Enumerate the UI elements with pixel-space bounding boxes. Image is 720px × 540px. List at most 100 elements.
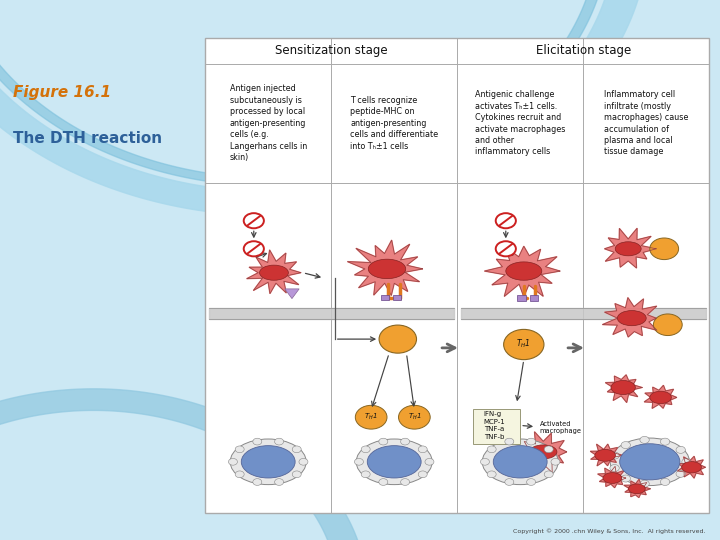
Polygon shape: [348, 240, 423, 295]
Bar: [529, 295, 538, 301]
Ellipse shape: [611, 381, 635, 395]
Circle shape: [621, 442, 631, 449]
Circle shape: [253, 478, 262, 485]
Circle shape: [425, 458, 434, 465]
Circle shape: [640, 480, 649, 487]
Circle shape: [379, 325, 416, 353]
Ellipse shape: [530, 445, 557, 459]
Ellipse shape: [682, 462, 701, 473]
Circle shape: [253, 438, 262, 445]
Text: Antigenic challenge
activates Tₕ±1 cells.
Cytokines recruit and
activate macroph: Antigenic challenge activates Tₕ±1 cells…: [475, 90, 565, 157]
Circle shape: [361, 446, 370, 453]
Ellipse shape: [367, 446, 421, 478]
Circle shape: [379, 478, 388, 485]
Polygon shape: [624, 480, 650, 497]
Text: T cells recognize
peptide-MHC on
antigen-presenting
cells and differentiate
into: T cells recognize peptide-MHC on antigen…: [350, 96, 438, 151]
Text: Inflammatory cell
infiltrate (mostly
macrophages) cause
accumulation of
plasma a: Inflammatory cell infiltrate (mostly mac…: [604, 90, 688, 157]
Circle shape: [487, 446, 496, 453]
Text: IFN-g
MCP-1
TNF-a
TNF-b: IFN-g MCP-1 TNF-a TNF-b: [484, 411, 505, 440]
Circle shape: [495, 241, 516, 256]
Polygon shape: [598, 467, 626, 488]
Circle shape: [361, 471, 370, 478]
Circle shape: [418, 471, 427, 478]
Circle shape: [526, 438, 536, 445]
Text: Elicitation stage: Elicitation stage: [536, 44, 631, 57]
Circle shape: [654, 314, 682, 335]
Ellipse shape: [610, 438, 690, 485]
Circle shape: [660, 438, 670, 445]
Circle shape: [660, 478, 670, 485]
Polygon shape: [520, 432, 567, 472]
Text: $T_H$1: $T_H$1: [408, 411, 421, 422]
Text: Antigen injected
subcutaneously is
processed by local
antigen-presenting
cells (: Antigen injected subcutaneously is proce…: [230, 84, 307, 162]
Polygon shape: [606, 375, 642, 402]
Bar: [474, 409, 520, 444]
Circle shape: [400, 478, 410, 485]
Text: Copyright © 2000 .chn Wiley & Sons, Inc.  Al rights reserved.: Copyright © 2000 .chn Wiley & Sons, Inc.…: [513, 528, 706, 534]
Circle shape: [503, 329, 544, 360]
Circle shape: [551, 458, 560, 465]
Circle shape: [292, 446, 301, 453]
Circle shape: [274, 438, 284, 445]
Ellipse shape: [620, 444, 680, 480]
Polygon shape: [485, 246, 560, 297]
Circle shape: [243, 213, 264, 228]
Bar: [380, 295, 389, 300]
Polygon shape: [0, 0, 648, 216]
Circle shape: [610, 452, 619, 459]
Circle shape: [676, 447, 685, 454]
Polygon shape: [644, 386, 677, 408]
Circle shape: [243, 241, 264, 256]
Polygon shape: [0, 389, 367, 540]
Ellipse shape: [368, 259, 406, 279]
Ellipse shape: [493, 446, 547, 478]
Circle shape: [526, 478, 536, 485]
Circle shape: [356, 406, 387, 429]
Ellipse shape: [241, 446, 295, 478]
Circle shape: [400, 438, 410, 445]
Circle shape: [640, 436, 649, 443]
Ellipse shape: [650, 391, 671, 403]
Polygon shape: [590, 444, 623, 466]
Text: The DTH reaction: The DTH reaction: [13, 131, 162, 146]
Circle shape: [544, 446, 553, 453]
Ellipse shape: [260, 265, 288, 280]
Bar: [517, 295, 526, 301]
Ellipse shape: [482, 439, 558, 484]
Ellipse shape: [603, 472, 621, 483]
Bar: [393, 295, 402, 300]
Circle shape: [480, 458, 490, 465]
Ellipse shape: [629, 484, 645, 494]
Circle shape: [544, 471, 553, 478]
Circle shape: [649, 238, 678, 260]
Ellipse shape: [505, 262, 541, 280]
Text: $T_H$1: $T_H$1: [364, 411, 378, 422]
Text: $T_H$1: $T_H$1: [516, 337, 531, 350]
Circle shape: [505, 478, 514, 485]
Polygon shape: [247, 250, 301, 294]
Circle shape: [228, 458, 238, 465]
Text: Activated
macrophage: Activated macrophage: [540, 421, 582, 434]
Circle shape: [505, 438, 514, 445]
Circle shape: [621, 475, 631, 482]
Ellipse shape: [595, 449, 616, 461]
Text: Figure 16.1: Figure 16.1: [13, 85, 111, 100]
Polygon shape: [605, 228, 656, 268]
Circle shape: [299, 458, 308, 465]
Circle shape: [487, 471, 496, 478]
Polygon shape: [285, 289, 300, 299]
Polygon shape: [678, 456, 706, 478]
Circle shape: [610, 464, 619, 471]
Ellipse shape: [617, 310, 646, 326]
Circle shape: [676, 470, 685, 477]
Circle shape: [274, 478, 284, 485]
Ellipse shape: [230, 439, 306, 484]
Circle shape: [682, 458, 691, 465]
Polygon shape: [603, 298, 657, 337]
Text: Sensitization stage: Sensitization stage: [275, 44, 387, 57]
Circle shape: [495, 213, 516, 228]
Ellipse shape: [615, 242, 641, 256]
Circle shape: [399, 406, 431, 429]
Circle shape: [292, 471, 301, 478]
Circle shape: [418, 446, 427, 453]
